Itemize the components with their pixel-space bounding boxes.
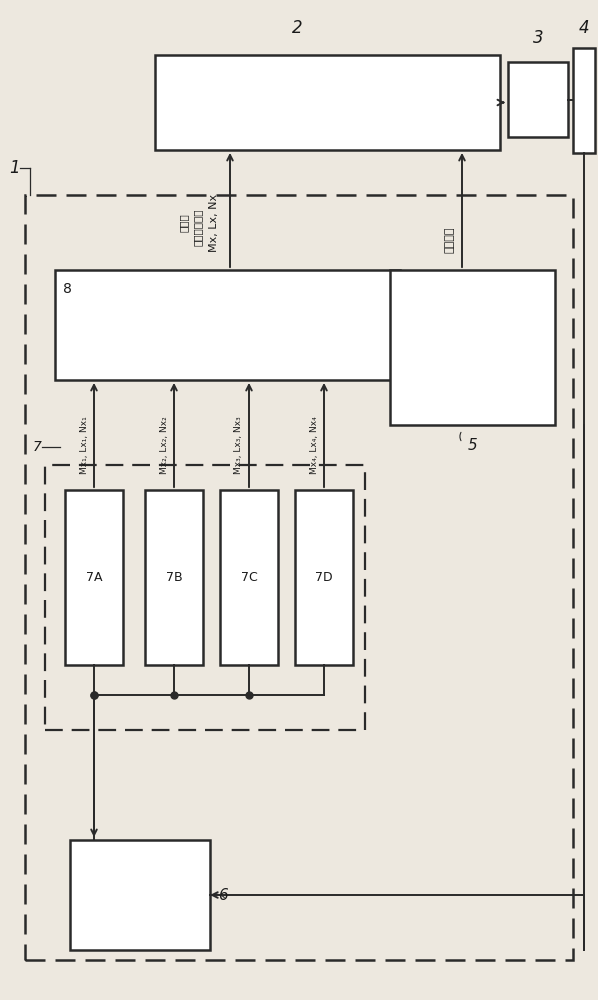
Text: 1: 1: [10, 159, 20, 177]
Bar: [508, 62, 568, 137]
Text: 空気動力系数: 空気動力系数: [193, 209, 203, 246]
Text: 7: 7: [33, 440, 42, 454]
Text: 7C: 7C: [240, 571, 257, 584]
Text: 8: 8: [63, 282, 72, 296]
Text: 4: 4: [579, 19, 589, 37]
Bar: [295, 490, 353, 665]
Bar: [45, 465, 365, 730]
Bar: [220, 490, 278, 665]
Text: 2: 2: [292, 19, 303, 37]
Bar: [573, 48, 595, 153]
Text: Mx₁, Lx₁, Nx₁: Mx₁, Lx₁, Nx₁: [80, 416, 89, 474]
Text: 6: 6: [218, 888, 228, 902]
Text: 7A: 7A: [86, 571, 102, 584]
Bar: [25, 195, 573, 960]
Text: 3: 3: [533, 29, 544, 47]
Text: Mx₃, Lx₃, Nx₃: Mx₃, Lx₃, Nx₃: [234, 416, 243, 474]
Text: 舛角指令: 舛角指令: [445, 227, 455, 253]
Bar: [155, 55, 500, 150]
Bar: [70, 840, 210, 950]
Bar: [390, 270, 555, 425]
Bar: [145, 490, 203, 665]
Text: Mx, Lx, Nx: Mx, Lx, Nx: [209, 193, 219, 252]
Text: 7D: 7D: [315, 571, 333, 584]
Text: Mx₂, Lx₂, Nx₂: Mx₂, Lx₂, Nx₂: [160, 416, 169, 474]
Bar: [65, 490, 123, 665]
Text: Mx₄, Lx₄, Nx₄: Mx₄, Lx₄, Nx₄: [310, 416, 319, 474]
Text: 7B: 7B: [166, 571, 182, 584]
Text: 5: 5: [468, 438, 477, 452]
Text: 推定値: 推定値: [179, 213, 189, 232]
Bar: [55, 270, 400, 380]
